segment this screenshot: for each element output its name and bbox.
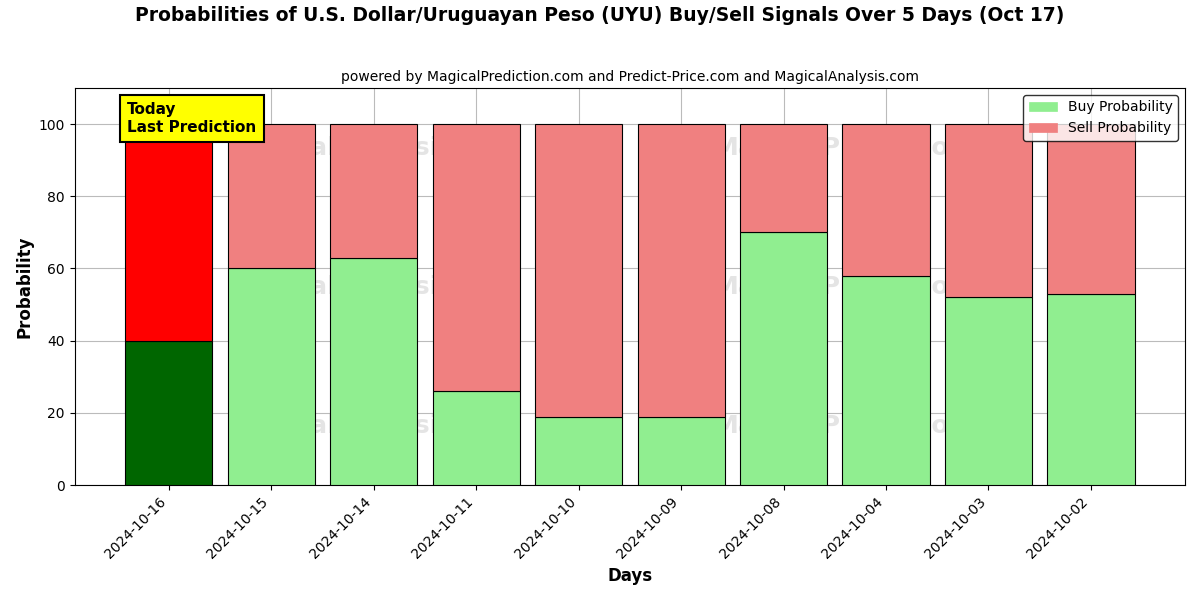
Bar <box>228 124 314 268</box>
Bar <box>637 124 725 416</box>
Text: MagicalAnalysis.com: MagicalAnalysis.com <box>228 275 521 299</box>
Text: MagicalPrediction.com: MagicalPrediction.com <box>714 413 1034 437</box>
Bar <box>842 276 930 485</box>
Text: MagicalAnalysis.com: MagicalAnalysis.com <box>228 413 521 437</box>
Bar <box>125 124 212 341</box>
Bar <box>842 124 930 276</box>
Bar <box>432 124 520 391</box>
Bar <box>740 124 827 232</box>
Bar <box>944 298 1032 485</box>
Text: MagicalPrediction.com: MagicalPrediction.com <box>714 275 1034 299</box>
Bar <box>330 124 418 257</box>
Bar <box>740 232 827 485</box>
X-axis label: Days: Days <box>607 567 653 585</box>
Bar <box>535 416 622 485</box>
Legend: Buy Probability, Sell Probability: Buy Probability, Sell Probability <box>1024 95 1178 141</box>
Text: Probabilities of U.S. Dollar/Uruguayan Peso (UYU) Buy/Sell Signals Over 5 Days (: Probabilities of U.S. Dollar/Uruguayan P… <box>136 6 1064 25</box>
Bar <box>1048 294 1134 485</box>
Text: Today
Last Prediction: Today Last Prediction <box>127 103 257 135</box>
Bar <box>125 341 212 485</box>
Bar <box>330 257 418 485</box>
Text: MagicalPrediction.com: MagicalPrediction.com <box>714 136 1034 160</box>
Bar <box>535 124 622 416</box>
Bar <box>637 416 725 485</box>
Text: MagicalAnalysis.com: MagicalAnalysis.com <box>228 136 521 160</box>
Bar <box>228 268 314 485</box>
Y-axis label: Probability: Probability <box>16 235 34 338</box>
Bar <box>432 391 520 485</box>
Bar <box>1048 124 1134 294</box>
Title: powered by MagicalPrediction.com and Predict-Price.com and MagicalAnalysis.com: powered by MagicalPrediction.com and Pre… <box>341 70 919 84</box>
Bar <box>944 124 1032 298</box>
